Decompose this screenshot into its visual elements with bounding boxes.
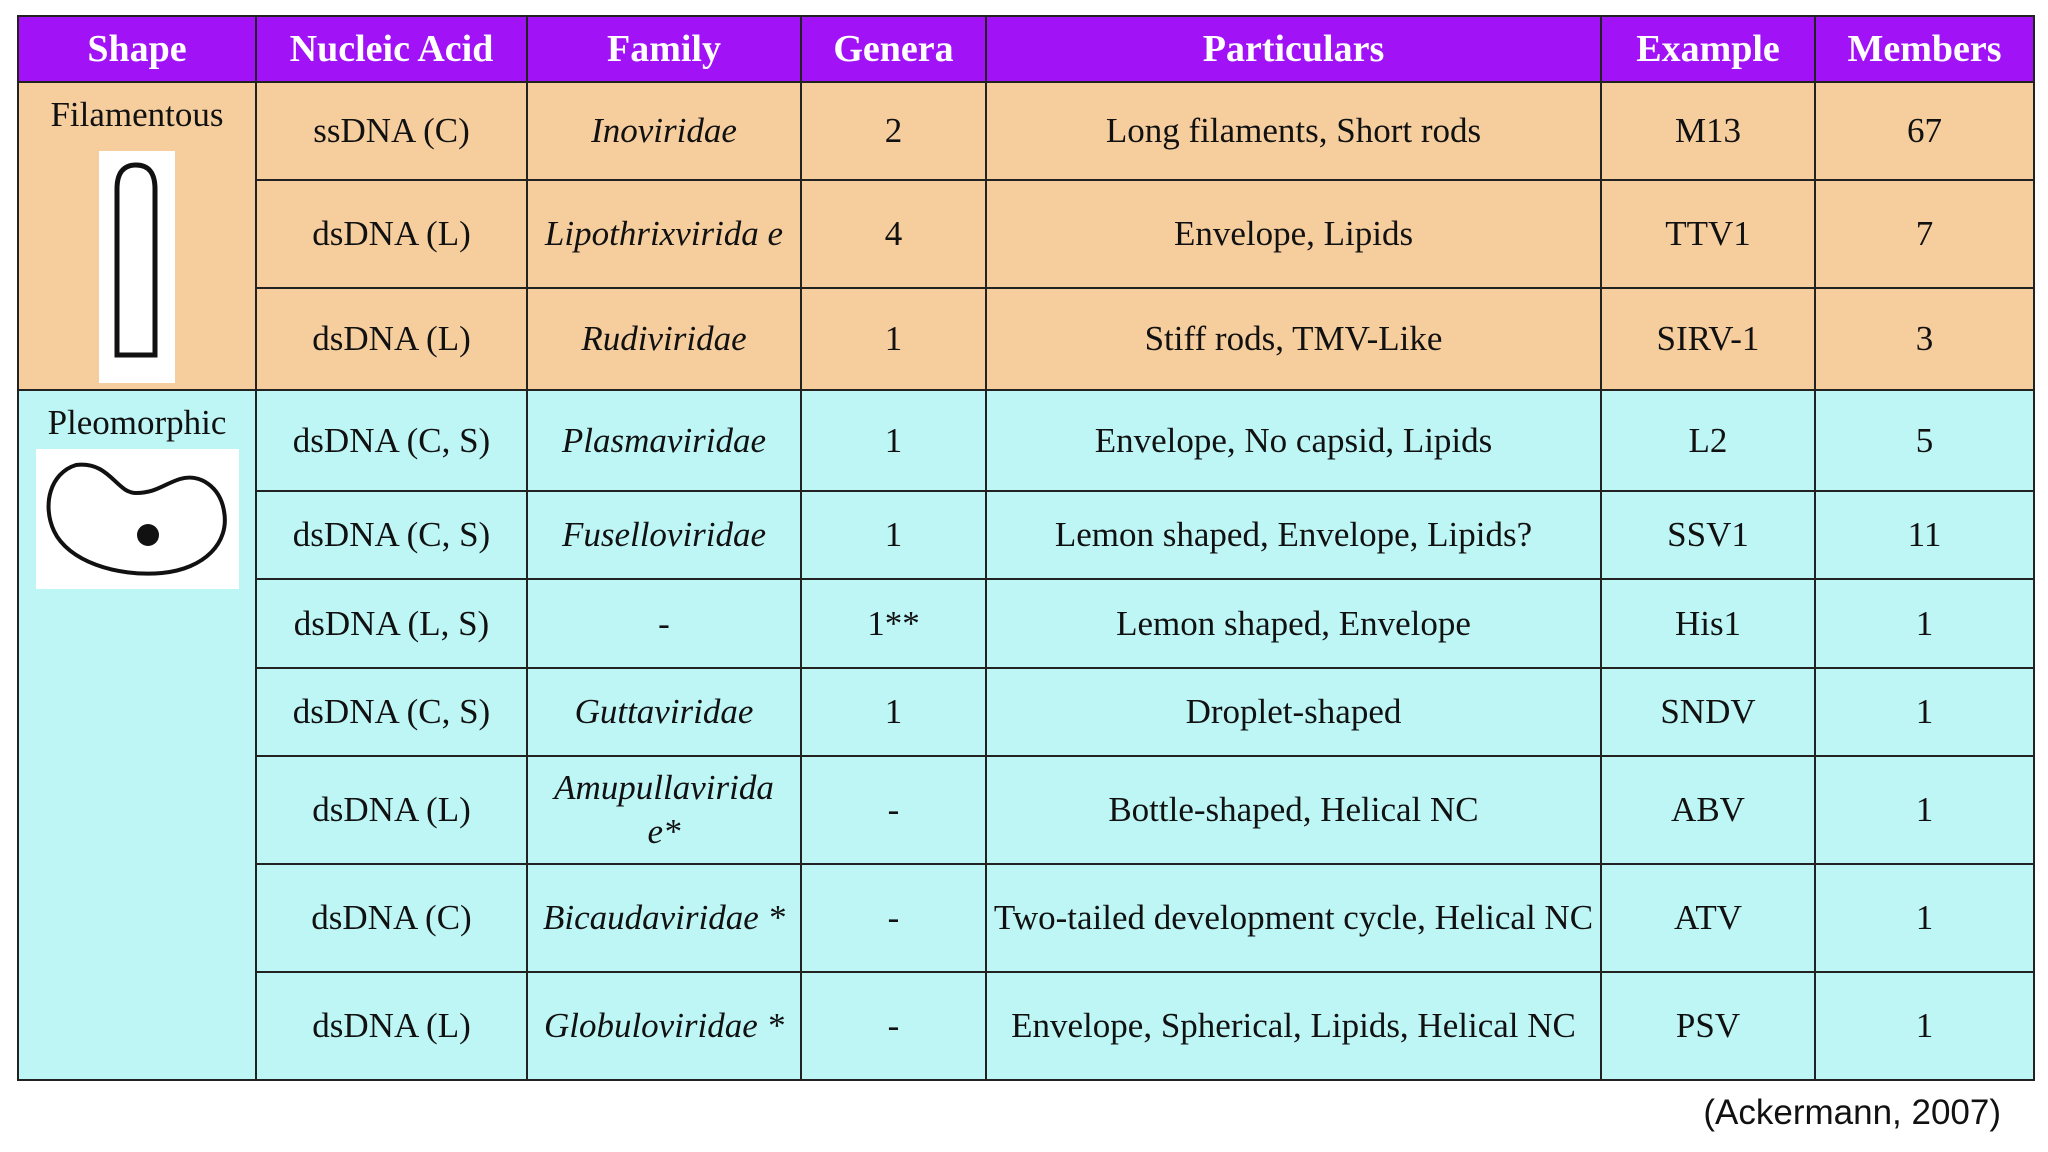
particulars-cell: Lemon shaped, Envelope, Lipids?	[985, 490, 1602, 580]
header-particulars: Particulars	[985, 15, 1602, 83]
nucleic-acid-cell: dsDNA (C, S)	[255, 389, 528, 492]
family-cell: Lipothrixvirida e	[526, 179, 802, 289]
genera-cell: 1**	[800, 578, 987, 669]
nucleic-acid-cell: dsDNA (L)	[255, 179, 528, 289]
members-cell: 1	[1814, 667, 2035, 757]
table-row: Filamentous ssDNA (C) Inoviridae 2 Long …	[17, 81, 2035, 391]
nucleic-acid-cell: dsDNA (L)	[255, 755, 528, 865]
genera-cell: 1	[800, 389, 987, 492]
members-cell: 1	[1814, 755, 2035, 865]
nucleic-acid-cell: dsDNA (L, S)	[255, 578, 528, 669]
family-cell: -	[526, 578, 802, 669]
genera-cell: -	[800, 863, 987, 973]
family-cell: Rudiviridae	[526, 287, 802, 391]
genera-cell: -	[800, 971, 987, 1081]
example-cell: PSV	[1600, 971, 1816, 1081]
particulars-cell: Envelope, No capsid, Lipids	[985, 389, 1602, 492]
shape-cell-filamentous: Filamentous	[17, 81, 257, 391]
example-cell: TTV1	[1600, 179, 1816, 289]
header-genera: Genera	[800, 15, 987, 83]
genera-cell: 1	[800, 287, 987, 391]
genera-cell: -	[800, 755, 987, 865]
members-cell: 3	[1814, 287, 2035, 391]
nucleic-acid-cell: dsDNA (C, S)	[255, 667, 528, 757]
particulars-cell: Envelope, Lipids	[985, 179, 1602, 289]
genera-cell: 1	[800, 667, 987, 757]
rod-shape-icon	[99, 151, 175, 383]
genera-cell: 1	[800, 490, 987, 580]
nucleic-acid-cell: dsDNA (L)	[255, 971, 528, 1081]
members-cell: 67	[1814, 81, 2035, 181]
members-cell: 5	[1814, 389, 2035, 492]
pleomorphic-shape-icon	[35, 449, 239, 589]
example-cell: L2	[1600, 389, 1816, 492]
genera-cell: 4	[800, 179, 987, 289]
particulars-cell: Lemon shaped, Envelope	[985, 578, 1602, 669]
header-shape: Shape	[17, 15, 257, 83]
members-cell: 7	[1814, 179, 2035, 289]
family-cell: Inoviridae	[526, 81, 802, 181]
virus-table-container: Shape Nucleic Acid Family Genera Particu…	[17, 15, 2035, 1081]
nucleic-acid-cell: dsDNA (L)	[255, 287, 528, 391]
family-cell: Globuloviridae *	[526, 971, 802, 1081]
particulars-cell: Envelope, Spherical, Lipids, Helical NC	[985, 971, 1602, 1081]
table-row: dsDNA (L) Amupullavirida e* - Bottle-sha…	[18, 755, 2035, 865]
table-row: dsDNA (C, S) Fuselloviridae 1 Lemon shap…	[18, 490, 2035, 580]
table-row: dsDNA (L) Lipothrixvirida e 4 Envelope, …	[18, 179, 2035, 289]
family-cell: Guttaviridae	[526, 667, 802, 757]
example-cell: ABV	[1600, 755, 1816, 865]
header-nucleic-acid: Nucleic Acid	[255, 15, 528, 83]
table-row: dsDNA (L) Globuloviridae * - Envelope, S…	[18, 971, 2035, 1081]
particulars-cell: Long filaments, Short rods	[985, 81, 1602, 181]
members-cell: 1	[1814, 971, 2035, 1081]
members-cell: 1	[1814, 863, 2035, 973]
table-row: dsDNA (L, S) - 1** Lemon shaped, Envelop…	[18, 578, 2035, 669]
shape-cell-pleomorphic: Pleomorphic	[17, 389, 257, 1081]
particulars-cell: Droplet-shaped	[985, 667, 1602, 757]
members-cell: 1	[1814, 578, 2035, 669]
example-cell: M13	[1600, 81, 1816, 181]
members-cell: 11	[1814, 490, 2035, 580]
table-row: dsDNA (L) Rudiviridae 1 Stiff rods, TMV-…	[18, 287, 2035, 391]
family-cell: Amupullavirida e*	[526, 755, 802, 865]
particulars-cell: Two-tailed development cycle, Helical NC	[985, 863, 1602, 973]
particulars-cell: Bottle-shaped, Helical NC	[985, 755, 1602, 865]
table-row: dsDNA (C, S) Guttaviridae 1 Droplet-shap…	[18, 667, 2035, 757]
virus-classification-table: Shape Nucleic Acid Family Genera Particu…	[17, 15, 2035, 1081]
family-cell: Plasmaviridae	[526, 389, 802, 492]
header-example: Example	[1600, 15, 1816, 83]
citation: (Ackermann, 2007)	[1703, 1093, 2001, 1132]
shape-label: Pleomorphic	[47, 403, 227, 442]
example-cell: His1	[1600, 578, 1816, 669]
nucleic-acid-cell: dsDNA (C, S)	[255, 490, 528, 580]
genera-cell: 2	[800, 81, 987, 181]
header-row: Shape Nucleic Acid Family Genera Particu…	[17, 15, 2035, 83]
header-members: Members	[1814, 15, 2035, 83]
family-cell: Bicaudaviridae *	[526, 863, 802, 973]
example-cell: SNDV	[1600, 667, 1816, 757]
nucleic-acid-cell: dsDNA (C)	[255, 863, 528, 973]
header-family: Family	[526, 15, 802, 83]
example-cell: SIRV-1	[1600, 287, 1816, 391]
example-cell: SSV1	[1600, 490, 1816, 580]
example-cell: ATV	[1600, 863, 1816, 973]
table-row: Pleomorphic dsDNA (C, S) Plasmaviridae 1…	[17, 389, 2035, 1081]
family-cell: Fuselloviridae	[526, 490, 802, 580]
particulars-cell: Stiff rods, TMV-Like	[985, 287, 1602, 391]
nucleic-acid-cell: ssDNA (C)	[255, 81, 528, 181]
table-row: dsDNA (C) Bicaudaviridae * - Two-tailed …	[18, 863, 2035, 973]
shape-label: Filamentous	[50, 95, 224, 134]
